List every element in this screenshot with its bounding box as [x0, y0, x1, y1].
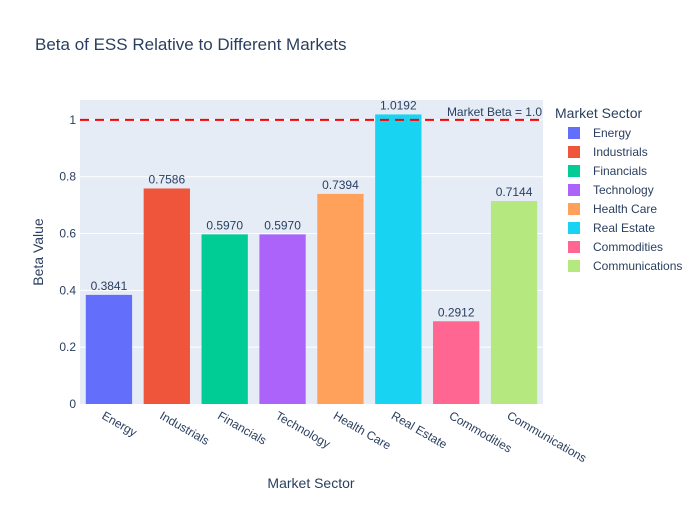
bar-energy[interactable] [85, 294, 133, 404]
legend-swatch[interactable] [568, 241, 580, 253]
legend-item-label[interactable]: Technology [593, 183, 654, 197]
y-tick-label: 0 [69, 397, 76, 411]
legend-item-label[interactable]: Health Care [593, 202, 657, 216]
bar-value-label: 0.7394 [322, 178, 359, 192]
y-tick-label: 0.8 [59, 170, 76, 184]
chart-title: Beta of ESS Relative to Different Market… [35, 35, 347, 54]
legend-item-label[interactable]: Real Estate [593, 221, 655, 235]
bar-industrials[interactable] [143, 188, 190, 404]
legend-item-label[interactable]: Financials [593, 164, 647, 178]
bar-value-label: 0.7144 [496, 185, 533, 199]
legend-title: Market Sector [555, 105, 642, 121]
bars-group: 0.3841 0.7586 0.5970 0.5970 0.7394 1.0192 0.29… [85, 98, 538, 405]
bar-financials[interactable] [201, 234, 248, 404]
legend-item-label[interactable]: Commodities [593, 240, 663, 254]
legend-item-label[interactable]: Industrials [593, 145, 648, 159]
legend-swatch[interactable] [568, 203, 580, 215]
legend-swatch[interactable] [568, 184, 580, 196]
legend-swatch[interactable] [568, 127, 580, 139]
y-tick-label: 0.4 [59, 283, 76, 297]
legend-swatch[interactable] [568, 260, 580, 272]
y-tick-label: 0.6 [59, 227, 76, 241]
bar-technology[interactable] [259, 234, 306, 404]
y-axis-title: Beta Value [30, 218, 46, 286]
bar-value-label: 0.2912 [438, 305, 475, 319]
legend-swatch[interactable] [568, 146, 580, 158]
y-axis-ticks: 0 0.2 0.4 0.6 0.8 1 [59, 113, 76, 411]
legend-swatch[interactable] [568, 222, 580, 234]
legend: Market Sector Energy Industrials Financial… [555, 105, 682, 273]
bar-commodities[interactable] [433, 321, 480, 404]
legend-item-label[interactable]: Communications [593, 259, 682, 273]
legend-swatch[interactable] [568, 165, 580, 177]
y-tick-label: 0.2 [59, 340, 76, 354]
bar-value-label: 1.0192 [380, 98, 417, 112]
x-axis-title: Market Sector [267, 475, 354, 491]
y-tick-label: 1 [69, 113, 76, 127]
bar-real-estate[interactable] [375, 114, 422, 405]
bar-value-label: 0.7586 [148, 172, 185, 186]
reference-line-label: Market Beta = 1.0 [447, 105, 542, 119]
bar-value-label: 0.5970 [206, 218, 243, 232]
bar-communications[interactable] [490, 201, 538, 404]
bar-value-label: 0.3841 [91, 279, 128, 293]
legend-item-label[interactable]: Energy [593, 126, 631, 140]
bar-value-label: 0.5970 [264, 218, 301, 232]
reference-line-group: Market Beta = 1.0 [80, 105, 543, 121]
bar-health-care[interactable] [317, 193, 364, 404]
